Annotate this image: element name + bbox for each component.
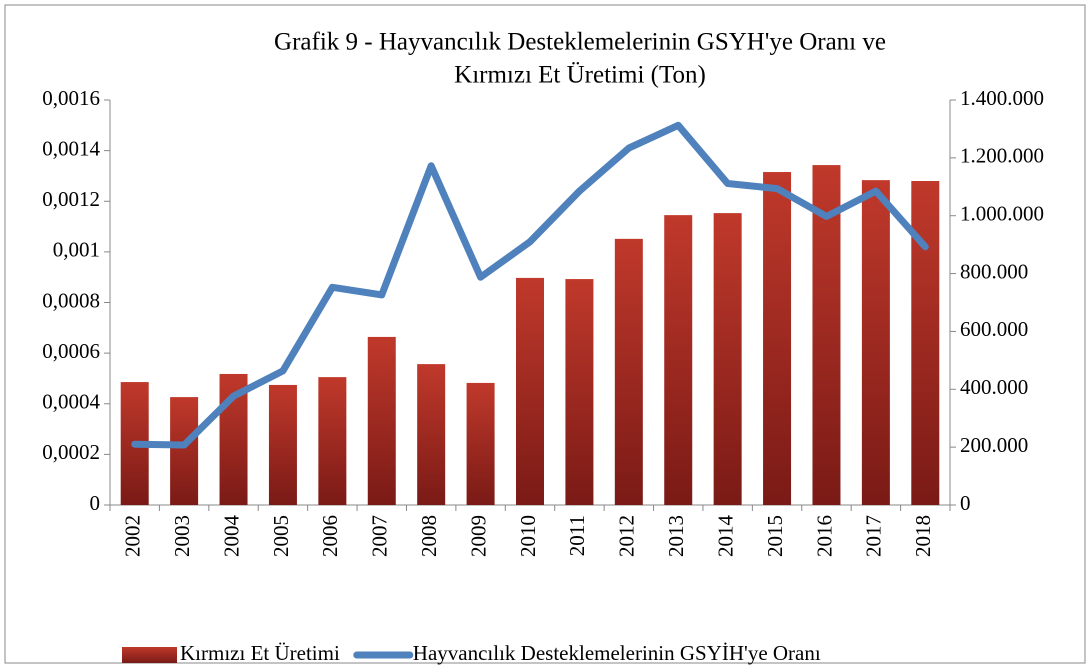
y2-tick-label: 1.400.000 [960,86,1044,110]
line-series [131,121,929,449]
bar [466,382,495,505]
y-tick-label: 0,0012 [42,187,100,211]
x-tick-label: 2016 [812,515,836,557]
x-tick-label: 2005 [269,515,293,557]
bar [268,384,297,505]
bar [911,181,940,505]
y2-tick-label: 1.000.000 [960,202,1044,226]
y-tick-label: 0,0002 [42,440,100,464]
x-tick-label: 2015 [763,515,787,557]
x-tick-label: 2017 [862,515,886,557]
x-tick-label: 2014 [713,515,737,558]
x-tick-label: 2004 [219,515,243,558]
bar [318,377,347,505]
x-tick-label: 2007 [368,515,392,557]
bar [170,397,199,505]
bar [417,364,446,505]
x-tick-label: 2002 [121,515,145,557]
bar [812,165,841,505]
bar [861,180,890,505]
x-tick-label: 2018 [911,515,935,557]
x-tick-label: 2013 [664,515,688,557]
y2-tick-label: 200.000 [960,433,1028,457]
legend-swatch [122,647,177,663]
y2-tick-label: 400.000 [960,375,1028,399]
y2-tick-label: 0 [960,491,971,515]
bar [713,213,742,505]
chart-frame [4,4,1086,664]
y2-tick-label: 600.000 [960,317,1028,341]
x-tick-label: 2006 [318,515,342,557]
y-tick-label: 0,0008 [42,288,100,312]
chart-title: Kırmızı Et Üretimi (Ton) [454,62,706,89]
x-tick-label: 2011 [565,515,589,556]
bar [516,277,544,505]
y-tick-label: 0,001 [53,238,100,262]
bar [367,336,396,505]
y-tick-label: 0,0004 [42,390,100,414]
bar [565,279,594,505]
y-tick-label: 0,0016 [42,86,100,110]
chart-title: Grafik 9 - Hayvancılık Desteklemelerinin… [274,29,886,56]
x-tick-label: 2008 [417,515,441,557]
legend-label: Kırmızı Et Üretimi [180,641,340,665]
y2-tick-label: 1.200.000 [960,144,1044,168]
y-tick-label: 0,0014 [42,136,100,160]
y-tick-label: 0 [90,491,101,515]
x-tick-label: 2003 [170,515,194,557]
x-tick-label: 2009 [466,515,490,557]
legend-label: Hayvancılık Desteklemelerinin GSYİH'ye O… [413,641,821,665]
y-tick-label: 0,0006 [42,339,100,363]
bar [664,215,693,505]
bar [763,172,792,505]
y2-tick-label: 800.000 [960,259,1028,283]
bar [614,238,643,505]
x-tick-label: 2012 [615,515,639,557]
x-tick-label: 2010 [516,515,540,557]
